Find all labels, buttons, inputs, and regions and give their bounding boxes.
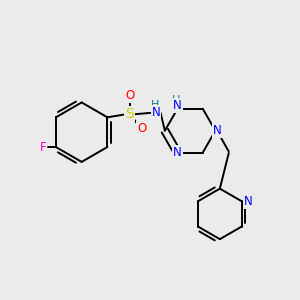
- Text: H: H: [172, 95, 180, 106]
- Text: N: N: [212, 124, 221, 137]
- Text: N: N: [173, 146, 182, 159]
- Text: H: H: [150, 100, 159, 110]
- Text: O: O: [137, 122, 146, 135]
- Text: N: N: [173, 99, 182, 112]
- Text: O: O: [125, 89, 134, 102]
- Text: N: N: [244, 195, 253, 208]
- Text: N: N: [152, 106, 160, 119]
- Text: S: S: [125, 107, 134, 121]
- Text: F: F: [40, 140, 46, 154]
